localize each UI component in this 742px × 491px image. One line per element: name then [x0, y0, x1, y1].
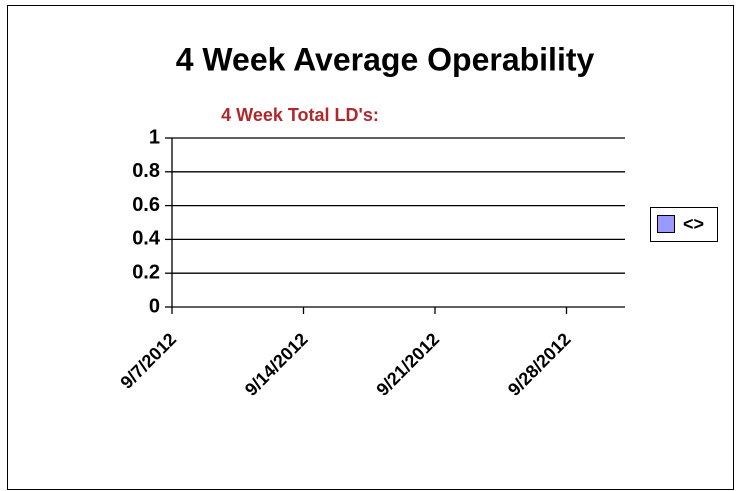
chart-subtitle: 4 Week Total LD's: — [221, 105, 379, 125]
y-tick-label: 0.2 — [132, 261, 160, 283]
y-tick-label: 0 — [149, 295, 160, 317]
y-tick-label: 1 — [149, 126, 160, 148]
chart-title: 4 Week Average Operability — [176, 41, 595, 77]
y-tick-label: 0.4 — [132, 228, 161, 250]
y-tick-label: 0.6 — [132, 194, 160, 216]
chart-frame — [7, 5, 734, 490]
legend-swatch — [657, 215, 675, 233]
y-tick-label: 0.8 — [132, 160, 160, 182]
legend-label: <> — [683, 214, 704, 234]
